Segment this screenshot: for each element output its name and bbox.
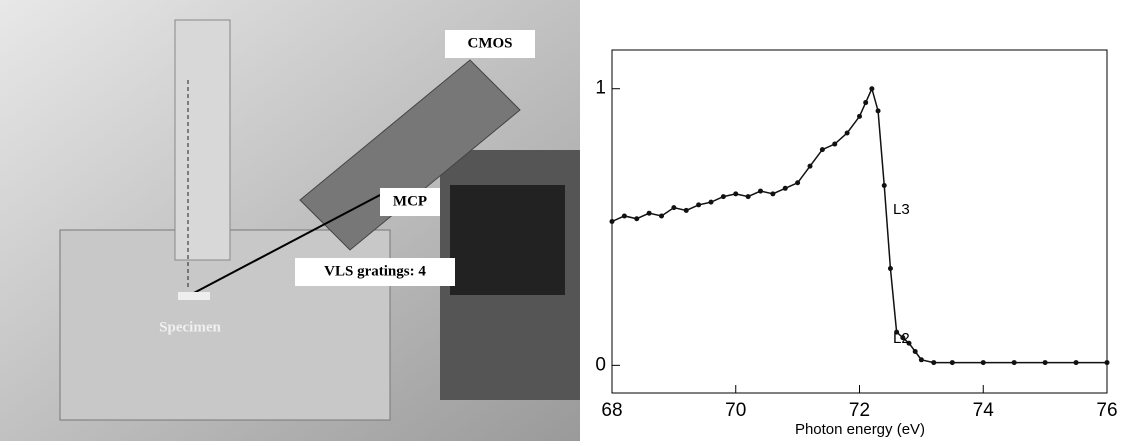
data-point xyxy=(745,194,751,200)
data-point xyxy=(770,191,776,197)
photo-label: Specimen xyxy=(159,319,221,335)
photo-label: VLS gratings: 4 xyxy=(324,263,426,279)
photo-label: MCP xyxy=(393,193,427,209)
data-point xyxy=(857,113,862,119)
y-tick-label: 0 xyxy=(595,354,606,375)
data-line xyxy=(611,86,1107,364)
data-point xyxy=(900,335,906,341)
data-point xyxy=(1011,360,1017,366)
data-point xyxy=(906,340,912,346)
data-point xyxy=(894,329,900,335)
data-point xyxy=(720,194,726,200)
data-point xyxy=(795,180,801,186)
data-point xyxy=(621,213,627,219)
data-point xyxy=(863,100,869,106)
x-tick-label: 72 xyxy=(849,400,870,421)
data-point xyxy=(683,207,689,213)
data-point xyxy=(844,130,850,136)
x-tick-label: 74 xyxy=(973,400,995,421)
data-point xyxy=(980,360,986,366)
data-point xyxy=(832,141,838,147)
data-point xyxy=(881,183,887,189)
data-point xyxy=(758,188,763,194)
data-point xyxy=(733,191,739,197)
data-point xyxy=(609,219,615,224)
data-point xyxy=(912,349,918,355)
data-point xyxy=(1104,360,1110,366)
x-tick-label: 70 xyxy=(725,400,746,421)
photo: CMOS MCP VLS gratings: 4 Specimen xyxy=(0,0,580,441)
data-point xyxy=(869,86,875,92)
data-point xyxy=(1042,360,1048,366)
data-point xyxy=(949,360,955,366)
photo-label: CMOS xyxy=(468,35,513,51)
data-point xyxy=(646,210,652,216)
data-point xyxy=(708,199,714,205)
data-point xyxy=(782,185,788,191)
data-point xyxy=(887,266,893,272)
plot-frame xyxy=(611,49,1108,394)
annotation: L3 xyxy=(893,201,910,218)
data-point xyxy=(659,213,664,219)
data-point xyxy=(696,202,702,208)
data-point xyxy=(875,108,881,114)
data-point xyxy=(634,216,640,222)
data-point xyxy=(1073,360,1079,366)
x-tick-label: 76 xyxy=(1096,400,1117,421)
x-tick-label: 68 xyxy=(601,400,622,421)
data-point xyxy=(671,205,677,211)
data-point xyxy=(819,147,825,153)
x-axis-label: Photon energy (eV) xyxy=(795,421,925,438)
annotation: L2 xyxy=(893,330,910,347)
y-tick-label: 1 xyxy=(595,78,606,99)
data-point xyxy=(918,357,924,363)
data-point xyxy=(807,163,813,169)
data-point xyxy=(931,360,937,366)
